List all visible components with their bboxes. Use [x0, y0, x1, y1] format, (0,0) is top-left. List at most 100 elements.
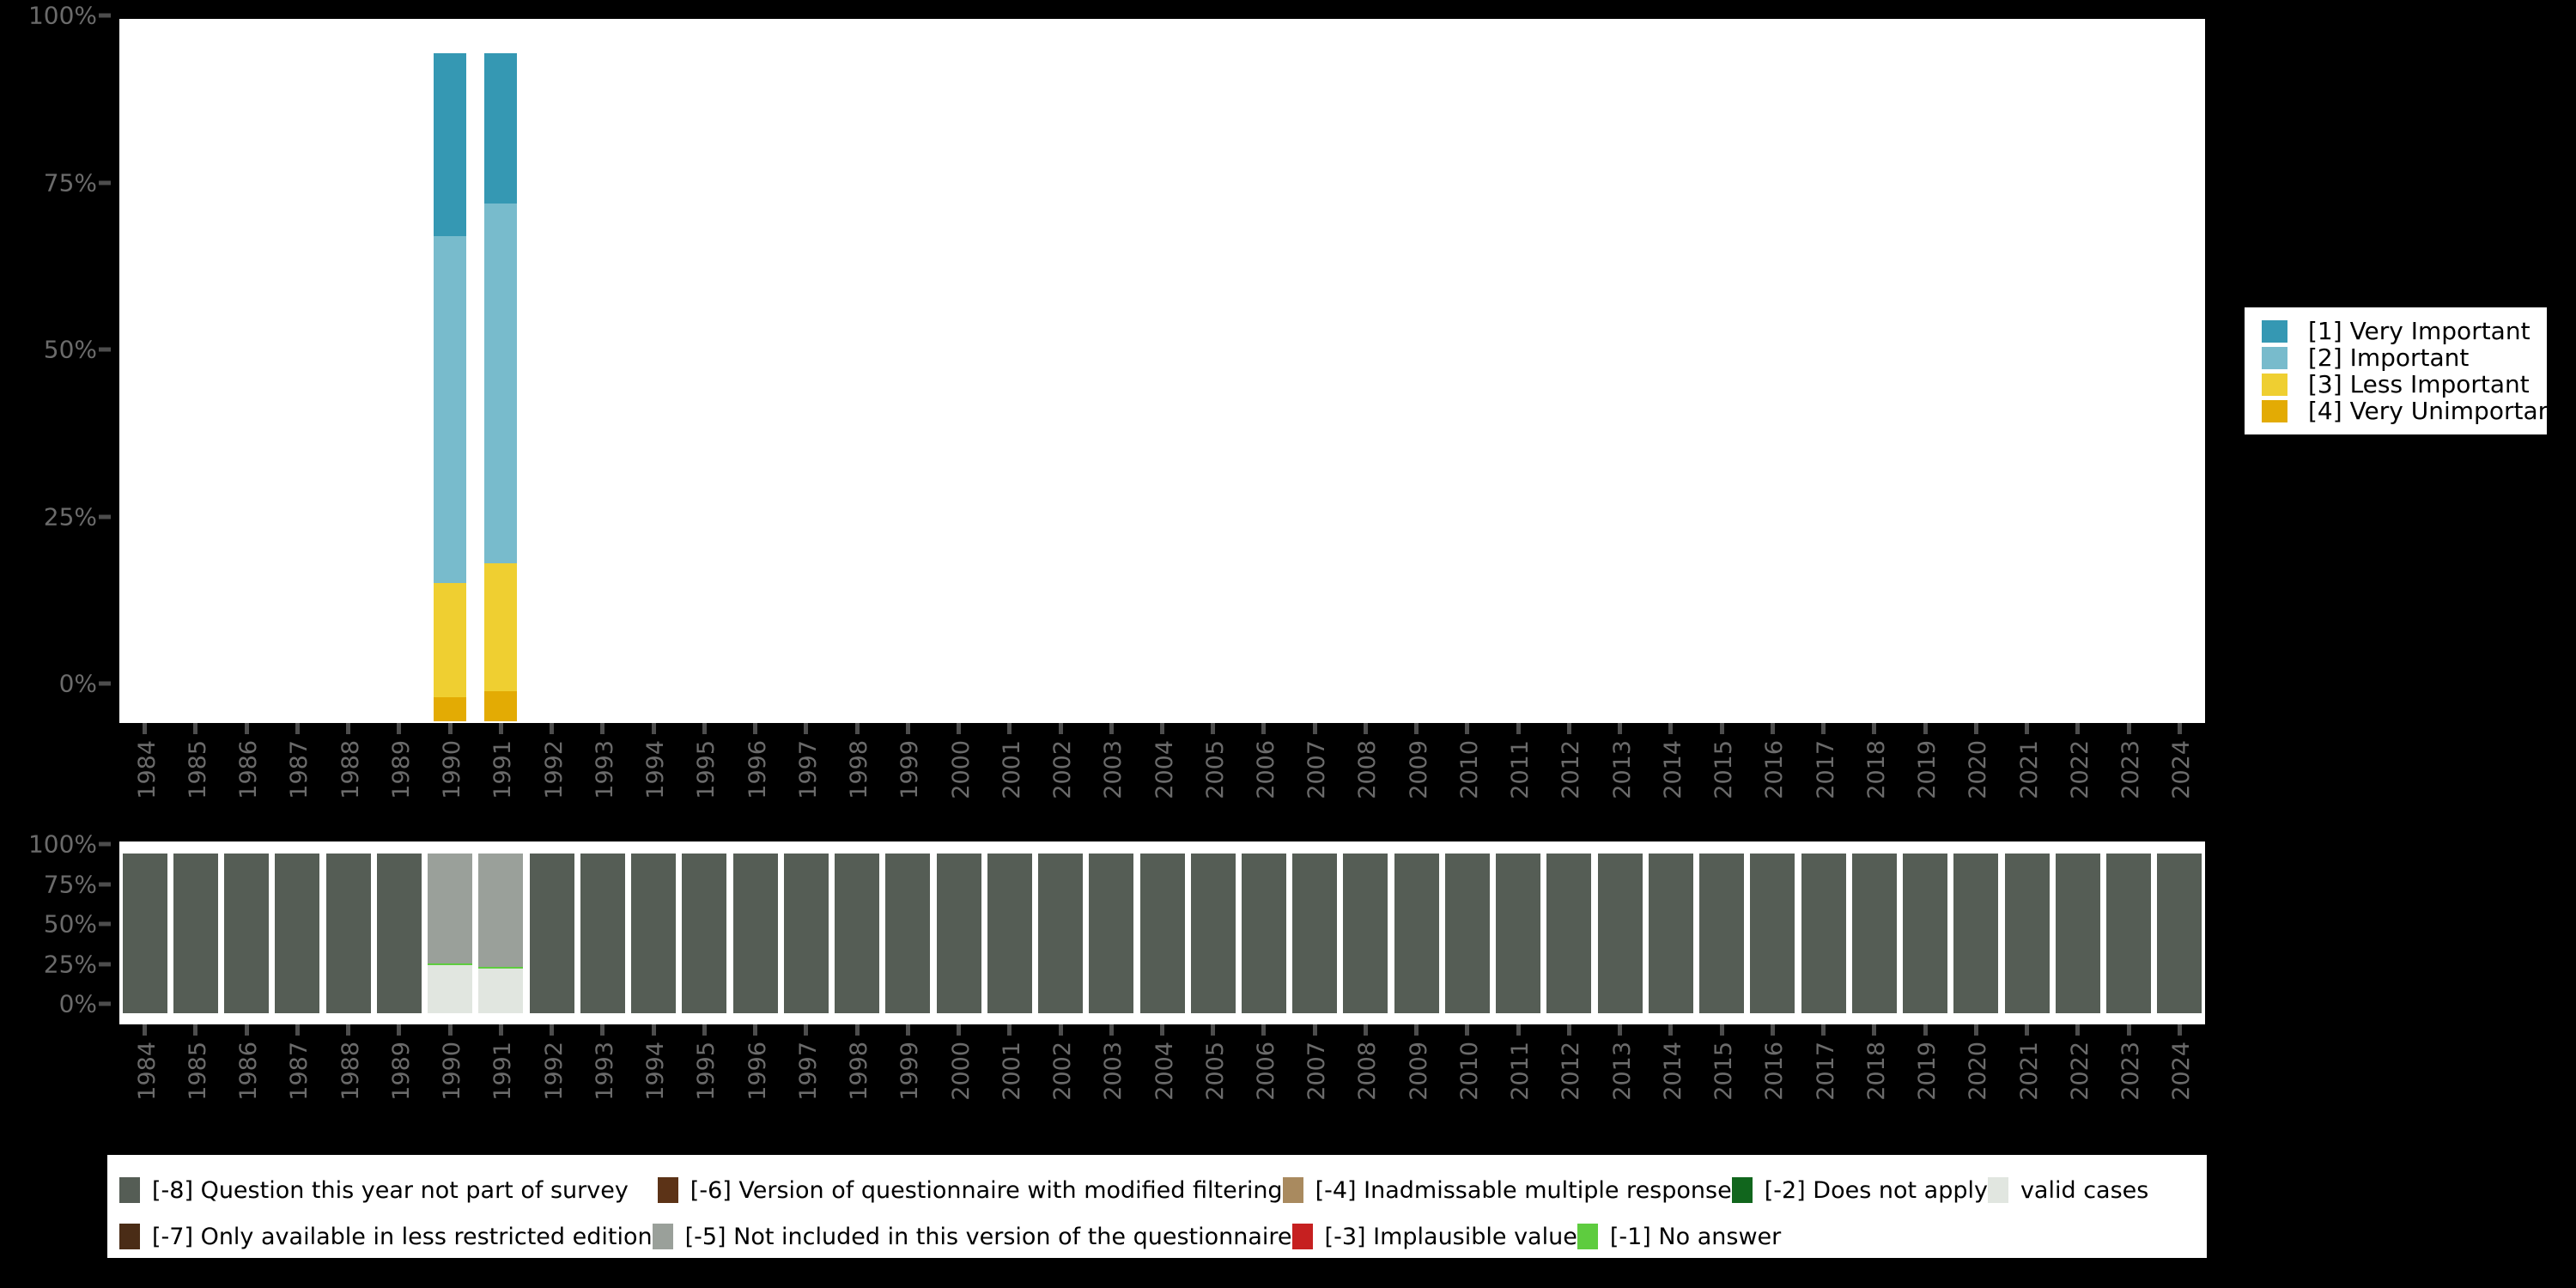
bar-segment — [1444, 854, 1490, 1013]
bar-segment — [1699, 854, 1745, 1013]
bottom-x-tick-mark — [1261, 1024, 1267, 1036]
main-x-tick-label: 1993 — [591, 740, 618, 799]
bottom-x-tick-label: 2010 — [1455, 1042, 1483, 1101]
main-x-tick-label: 2009 — [1405, 740, 1432, 799]
missing-values-bar-chart: 100% 75% 50% 25% 0% 1984 1985 1986 1987 1988 1989… — [0, 830, 2207, 1101]
list-item — [275, 854, 320, 1013]
bottom-x-tick-mark — [1923, 1024, 1928, 1036]
bottom-x-tick-mark — [1160, 1024, 1164, 1036]
bottom-x-tick-label: 2006 — [1252, 1042, 1279, 1101]
missing-legend-item[interactable]: [-3] Implausible value — [1291, 1224, 1577, 1250]
legend-item-3[interactable]: [3] Less Important — [2262, 370, 2540, 398]
missing-legend-item[interactable]: [-7] Only available in less restricted e… — [119, 1224, 653, 1250]
missing-legend-swatch-icon — [1987, 1177, 2008, 1203]
bottom-x-tick-mark — [1414, 1024, 1419, 1036]
main-x-tick-label: 2006 — [1252, 740, 1279, 799]
main-x-tick-label: 1985 — [184, 740, 211, 799]
missing-legend-item[interactable]: [-4] Inadmissable multiple response — [1282, 1176, 1732, 1204]
bottom-x-tick-mark — [1821, 1024, 1826, 1036]
main-y-tick-label: 100% — [27, 1, 97, 30]
missing-legend-label: [-2] Does not apply — [1764, 1176, 1988, 1204]
bottom-x-tick-label: 2019 — [1914, 1042, 1941, 1101]
bar-segment — [484, 691, 518, 721]
bottom-x-tick-label: 2012 — [1558, 1042, 1585, 1101]
list-item — [2055, 854, 2100, 1013]
main-x-axis-ticks — [119, 723, 2205, 738]
main-x-tick-label: 2005 — [1201, 740, 1229, 799]
main-x-tick-mark — [397, 723, 402, 734]
legend-item-2[interactable]: [2] Important — [2262, 343, 2540, 372]
legend-swatch-icon — [2262, 319, 2287, 343]
main-x-tick-mark — [1211, 723, 1216, 734]
legend-item-1[interactable]: [1] Very Important — [2262, 317, 2540, 345]
main-x-tick-label: 2012 — [1558, 740, 1585, 799]
list-item — [224, 854, 270, 1013]
main-x-tick-mark — [498, 723, 503, 734]
main-x-tick-mark — [1058, 723, 1063, 734]
main-x-tick-mark — [2177, 723, 2182, 734]
main-x-tick-mark — [957, 723, 962, 734]
main-x-tick-mark — [193, 723, 198, 734]
bottom-x-tick-mark — [1312, 1024, 1317, 1036]
main-x-tick-mark — [1007, 723, 1012, 734]
bottom-x-tick-label: 1999 — [896, 1042, 924, 1101]
bar-segment — [2157, 854, 2202, 1013]
bar-segment — [936, 854, 981, 1013]
main-x-tick-label: 1991 — [489, 740, 517, 799]
missing-legend-item[interactable]: [-1] No answer — [1577, 1224, 1781, 1250]
bottom-x-tick-mark — [550, 1024, 555, 1036]
missing-legend-item[interactable]: valid cases — [1987, 1177, 2148, 1204]
bottom-x-tick-label: 1998 — [846, 1042, 873, 1101]
bottom-x-tick-mark — [1872, 1024, 1877, 1036]
main-x-tick-label: 1986 — [235, 740, 263, 799]
list-item — [631, 854, 677, 1013]
missing-legend-item[interactable]: [-5] Not included in this version of the… — [652, 1224, 1292, 1250]
bar-segment — [1496, 854, 1541, 1013]
bottom-x-tick-label: 2008 — [1354, 1042, 1382, 1101]
bar-segment — [987, 854, 1032, 1013]
legend-item-label: [3] Less Important — [2308, 370, 2530, 398]
main-y-tick-label: 25% — [43, 502, 97, 531]
bar-segment — [1089, 854, 1134, 1013]
legend-swatch-icon — [2262, 373, 2287, 396]
bottom-y-tick-label: 50% — [43, 909, 97, 939]
bar-segment — [2004, 854, 2050, 1013]
bottom-x-tick-mark — [1566, 1024, 1571, 1036]
main-bars-layer — [119, 19, 2205, 723]
bottom-x-tick-label: 2011 — [1507, 1042, 1534, 1101]
list-item — [1597, 854, 1643, 1013]
bar-segment — [2055, 854, 2100, 1013]
missing-legend-item[interactable]: [-8] Question this year not part of surv… — [119, 1177, 629, 1204]
bar-segment — [1190, 854, 1236, 1013]
missing-legend-item[interactable]: [-6] Version of questionnaire with modif… — [657, 1177, 1283, 1204]
missing-legend-label: [-4] Inadmissable multiple response — [1315, 1176, 1732, 1204]
missing-legend-label: [-8] Question this year not part of surv… — [152, 1176, 629, 1204]
main-x-tick-mark — [905, 723, 910, 734]
main-x-tick-label: 1988 — [337, 740, 364, 799]
main-stacked-bar-chart: 100% 75% 50% 25% 0% 1984 1985 1986 1987 1988 1989… — [0, 0, 2207, 799]
series-legend: [1] Very Important [2] Important [3] Less … — [2245, 307, 2562, 434]
list-item — [1546, 854, 1592, 1013]
missing-legend-item[interactable]: [-2] Does not apply — [1731, 1176, 1988, 1204]
list-item — [1750, 854, 1795, 1013]
main-y-tick-mark — [99, 180, 111, 185]
main-x-tick-mark — [1973, 723, 1978, 734]
bottom-y-tick-label: 0% — [58, 989, 97, 1018]
bottom-x-tick-label: 1993 — [591, 1042, 618, 1101]
bar-segment — [434, 582, 467, 697]
bottom-x-tick-label: 2001 — [998, 1042, 1025, 1101]
bottom-x-tick-mark — [753, 1024, 758, 1036]
main-x-tick-mark — [1414, 723, 1419, 734]
list-item — [1953, 854, 1999, 1013]
bar-segment — [376, 854, 422, 1013]
legend-item-4[interactable]: [4] Very Unimportant — [2262, 397, 2562, 425]
main-x-tick-label: 2024 — [2168, 740, 2196, 799]
main-x-tick-label: 1998 — [846, 740, 873, 799]
main-x-tick-mark — [1821, 723, 1826, 734]
main-x-tick-label: 2001 — [998, 740, 1025, 799]
bottom-x-tick-label: 2002 — [1049, 1042, 1076, 1101]
legend-swatch-icon — [2262, 346, 2287, 369]
bottom-x-tick-label: 1994 — [642, 1042, 670, 1101]
main-x-tick-mark — [804, 723, 809, 734]
list-item — [783, 854, 829, 1013]
